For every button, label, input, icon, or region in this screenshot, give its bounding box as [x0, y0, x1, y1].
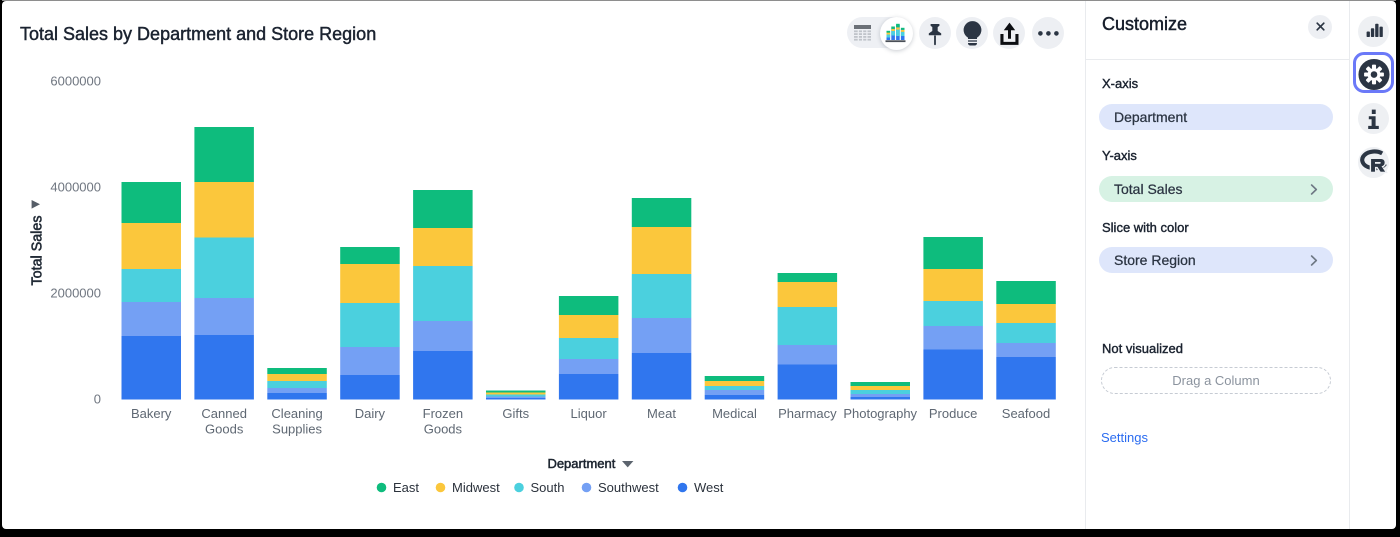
svg-text:Goods: Goods: [424, 422, 463, 437]
svg-text:Pharmacy: Pharmacy: [778, 406, 837, 421]
svg-text:Total Sales: Total Sales: [29, 216, 45, 286]
svg-text:0: 0: [94, 392, 101, 407]
svg-text:6000000: 6000000: [50, 74, 101, 89]
svg-text:Goods: Goods: [205, 422, 244, 437]
svg-text:Meat: Meat: [647, 406, 676, 421]
svg-text:Frozen: Frozen: [423, 406, 463, 421]
svg-text:4000000: 4000000: [50, 180, 101, 195]
svg-text:South: South: [531, 480, 565, 495]
svg-text:West: West: [694, 480, 724, 495]
svg-text:Canned: Canned: [201, 406, 247, 421]
svg-text:Seafood: Seafood: [1002, 406, 1050, 421]
svg-text:Dairy: Dairy: [355, 406, 386, 421]
svg-text:Produce: Produce: [929, 406, 977, 421]
svg-text:Photography: Photography: [843, 406, 917, 421]
svg-text:Midwest: Midwest: [452, 480, 500, 495]
svg-text:Supplies: Supplies: [272, 422, 322, 437]
svg-text:Bakery: Bakery: [131, 406, 172, 421]
svg-text:Department: Department: [547, 456, 615, 471]
svg-text:East: East: [393, 480, 419, 495]
svg-text:Cleaning: Cleaning: [271, 406, 322, 421]
svg-text:Gifts: Gifts: [502, 406, 529, 421]
svg-text:Liquor: Liquor: [571, 406, 608, 421]
svg-text:Southwest: Southwest: [598, 480, 659, 495]
svg-text:Medical: Medical: [712, 406, 757, 421]
svg-text:2000000: 2000000: [50, 286, 101, 301]
